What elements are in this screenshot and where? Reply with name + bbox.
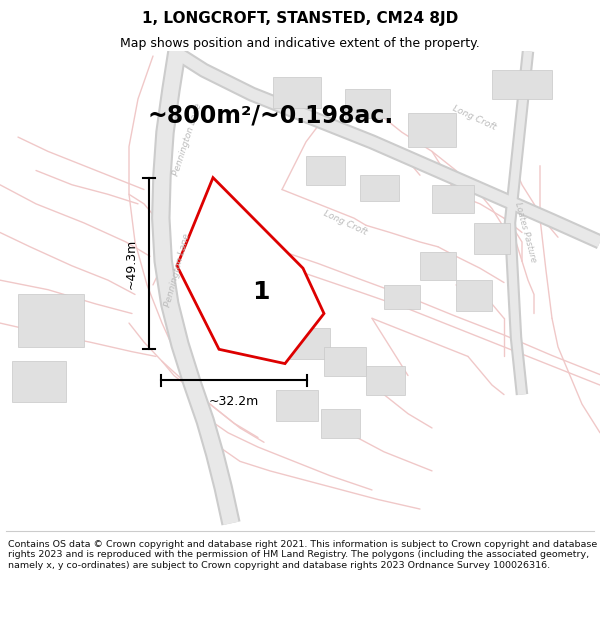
Polygon shape xyxy=(276,390,318,421)
Polygon shape xyxy=(384,285,420,309)
Polygon shape xyxy=(474,223,510,254)
Text: Map shows position and indicative extent of the property.: Map shows position and indicative extent… xyxy=(120,37,480,50)
Polygon shape xyxy=(285,328,330,359)
Text: Long Croft: Long Croft xyxy=(451,104,497,132)
Polygon shape xyxy=(366,366,405,394)
Text: Loates Pasture: Loates Pasture xyxy=(512,201,538,264)
Text: ~800m²/~0.198ac.: ~800m²/~0.198ac. xyxy=(147,104,393,127)
Polygon shape xyxy=(492,71,552,99)
Text: Contains OS data © Crown copyright and database right 2021. This information is : Contains OS data © Crown copyright and d… xyxy=(8,540,598,569)
Polygon shape xyxy=(234,256,270,285)
Text: 1, LONGCROFT, STANSTED, CM24 8JD: 1, LONGCROFT, STANSTED, CM24 8JD xyxy=(142,11,458,26)
Polygon shape xyxy=(432,185,474,213)
Polygon shape xyxy=(273,78,321,109)
Text: 1: 1 xyxy=(252,280,270,304)
Polygon shape xyxy=(324,347,366,376)
Polygon shape xyxy=(456,280,492,311)
Polygon shape xyxy=(18,294,84,347)
Polygon shape xyxy=(321,409,360,437)
Text: ~49.3m: ~49.3m xyxy=(125,238,138,289)
Text: Pennington Lane: Pennington Lane xyxy=(163,233,191,308)
Text: Long Croft: Long Croft xyxy=(322,209,368,237)
Polygon shape xyxy=(420,251,456,280)
Polygon shape xyxy=(345,89,390,118)
Text: Pennington Lane: Pennington Lane xyxy=(172,102,204,177)
Text: ~32.2m: ~32.2m xyxy=(209,394,259,408)
Polygon shape xyxy=(408,113,456,147)
Polygon shape xyxy=(12,361,66,402)
Polygon shape xyxy=(360,175,399,201)
Polygon shape xyxy=(306,156,345,185)
Polygon shape xyxy=(177,177,324,364)
